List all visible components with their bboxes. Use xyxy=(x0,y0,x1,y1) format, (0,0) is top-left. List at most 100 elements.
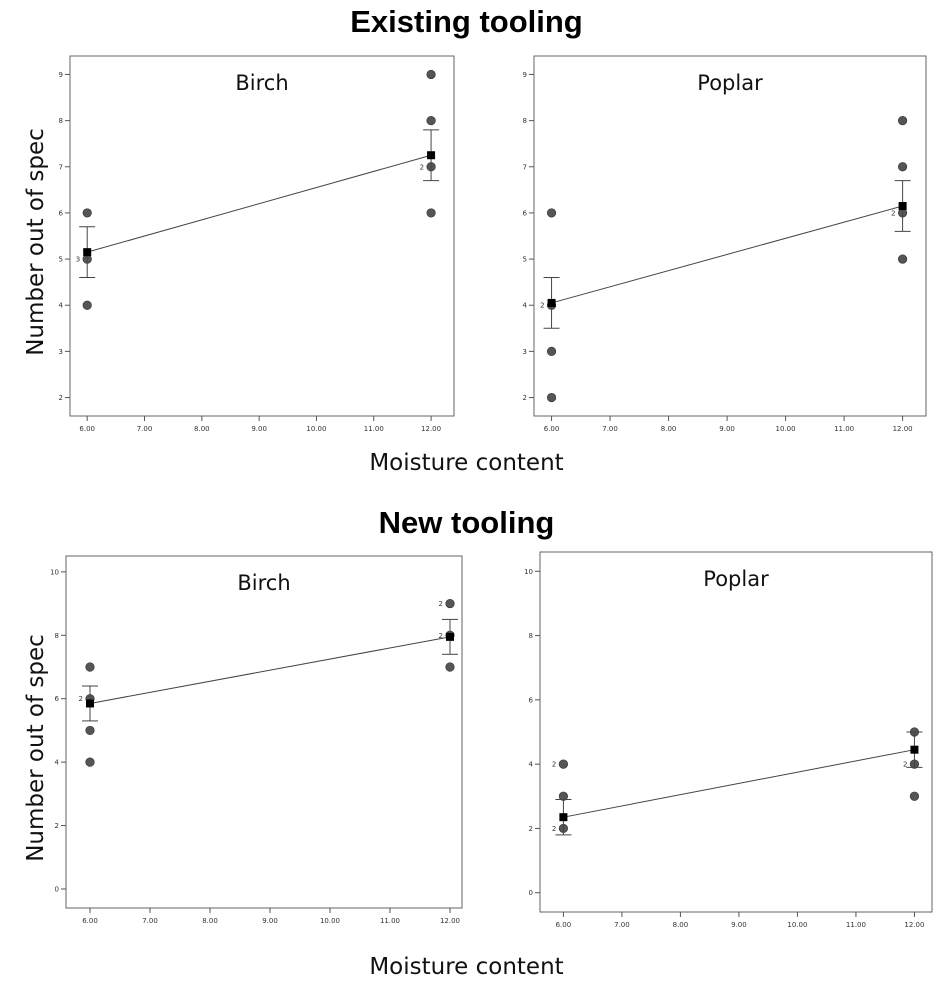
fit-line xyxy=(89,636,451,704)
data-point xyxy=(546,392,557,403)
panel-label: Birch xyxy=(237,571,290,595)
x-tick-label: 12.00 xyxy=(440,917,460,925)
chart-svg: 2 3 4 5 6 7 8 9 6.00 7.00 8.00 9.00 10.00 11.00 12.00 B… xyxy=(59,55,455,433)
point-count-label: 2 xyxy=(552,825,556,833)
data-point xyxy=(897,254,908,264)
mean-marker xyxy=(547,298,556,307)
data-point xyxy=(897,116,908,126)
y-tick-label: 7 xyxy=(59,163,63,171)
point-count-label: 2 xyxy=(79,695,83,703)
chart-svg: 0 2 4 6 8 10 6.00 7.00 8.00 9.00 10.00 11.00 12.00 Po… xyxy=(524,551,933,929)
y-tick-label: 2 xyxy=(59,394,63,402)
section-title-new-tooling: New tooling xyxy=(378,505,555,540)
x-tick-label: 7.00 xyxy=(614,921,630,929)
y-tick-label: 2 xyxy=(55,822,59,830)
data-point xyxy=(426,116,436,126)
x-tick-label: 9.00 xyxy=(262,917,278,925)
plot-frame xyxy=(65,555,463,909)
y-tick-label: 8 xyxy=(55,632,59,640)
mean-marker xyxy=(86,699,94,708)
y-tick-label: 0 xyxy=(529,889,533,897)
data-point xyxy=(909,791,920,801)
mean-marker xyxy=(559,813,568,822)
point-count-label: 2 xyxy=(891,209,895,217)
y-tick-label: 6 xyxy=(523,209,528,217)
x-tick-label: 6.00 xyxy=(79,425,95,433)
y-tick-label: 2 xyxy=(529,825,533,833)
data-point xyxy=(445,662,455,672)
point-count-label: 2 xyxy=(420,163,424,171)
data-point xyxy=(546,346,557,356)
chart-svg: 0 2 4 6 8 10 6.00 7.00 8.00 9.00 10.00 11.00 12.00 Bi… xyxy=(50,555,463,925)
y-tick-label: 2 xyxy=(523,394,527,402)
mean-marker xyxy=(83,248,92,257)
x-tick-label: 11.00 xyxy=(834,425,854,433)
y-tick-label: 6 xyxy=(529,696,534,704)
plot-frame xyxy=(539,551,933,913)
data-point xyxy=(445,598,455,609)
x-tick-label: 7.00 xyxy=(142,917,158,925)
x-tick-label: 10.00 xyxy=(306,425,326,433)
y-tick-label: 4 xyxy=(529,761,534,769)
x-tick-label: 6.00 xyxy=(556,921,572,929)
x-tick-label: 9.00 xyxy=(251,425,267,433)
x-tick-label: 12.00 xyxy=(893,425,913,433)
x-axis-title-bottom: Moisture content xyxy=(369,954,564,980)
x-tick-label: 8.00 xyxy=(661,425,677,433)
fit-line xyxy=(551,205,903,304)
data-point xyxy=(82,300,92,310)
mean-marker xyxy=(427,151,436,160)
y-tick-label: 8 xyxy=(523,117,527,125)
x-tick-label: 8.00 xyxy=(673,921,689,929)
y-tick-label: 4 xyxy=(523,302,528,310)
section-title-existing-tooling: Existing tooling xyxy=(350,4,583,39)
data-point xyxy=(85,725,95,736)
x-tick-label: 8.00 xyxy=(194,425,210,433)
y-tick-label: 8 xyxy=(59,117,63,125)
y-tick-label: 9 xyxy=(59,71,63,79)
x-tick-label: 9.00 xyxy=(719,425,735,433)
fit-line xyxy=(563,749,915,818)
panel-label: Birch xyxy=(235,71,288,95)
y-tick-label: 4 xyxy=(59,302,64,310)
x-tick-label: 10.00 xyxy=(776,425,796,433)
x-tick-label: 9.00 xyxy=(731,921,747,929)
chart-svg: 2 3 4 5 6 7 8 9 6.00 7.00 8.00 9.00 10.00 11.00 12.00 P… xyxy=(523,55,927,433)
data-point xyxy=(426,69,436,80)
mean-marker xyxy=(898,202,907,210)
data-point xyxy=(558,759,569,769)
x-tick-label: 6.00 xyxy=(82,917,98,925)
point-count-label: 2 xyxy=(540,302,544,310)
point-count-label: 2 xyxy=(552,761,556,769)
chart-panel-existing-poplar: 2 3 4 5 6 7 8 9 6.00 7.00 8.00 9.00 10.00 11.00 12.00 P… xyxy=(512,48,932,438)
x-tick-label: 11.00 xyxy=(364,425,384,433)
x-tick-label: 10.00 xyxy=(787,921,807,929)
point-count-label: 2 xyxy=(903,761,907,769)
y-tick-label: 6 xyxy=(55,695,60,703)
y-tick-label: 10 xyxy=(50,568,59,576)
x-tick-label: 7.00 xyxy=(602,425,618,433)
data-point xyxy=(897,162,908,172)
y-tick-label: 4 xyxy=(55,759,60,767)
data-point xyxy=(85,757,95,767)
data-point xyxy=(82,208,92,218)
data-point xyxy=(426,208,436,218)
data-point xyxy=(85,662,95,672)
x-tick-label: 11.00 xyxy=(380,917,400,925)
x-tick-label: 8.00 xyxy=(202,917,218,925)
y-tick-label: 0 xyxy=(55,885,59,893)
point-count-label: 2 xyxy=(439,632,443,640)
x-tick-label: 11.00 xyxy=(846,921,866,929)
x-tick-label: 12.00 xyxy=(904,921,924,929)
y-tick-label: 6 xyxy=(59,209,64,217)
plot-frame xyxy=(69,55,455,417)
y-tick-label: 7 xyxy=(523,163,527,171)
y-tick-label: 8 xyxy=(529,632,533,640)
plot-frame xyxy=(533,55,927,417)
x-axis-title-top: Moisture content xyxy=(369,450,564,476)
y-tick-label: 3 xyxy=(59,348,63,356)
x-tick-label: 10.00 xyxy=(320,917,340,925)
y-tick-label: 9 xyxy=(523,71,527,79)
mean-marker xyxy=(910,745,919,754)
point-count-label: 2 xyxy=(439,600,443,608)
